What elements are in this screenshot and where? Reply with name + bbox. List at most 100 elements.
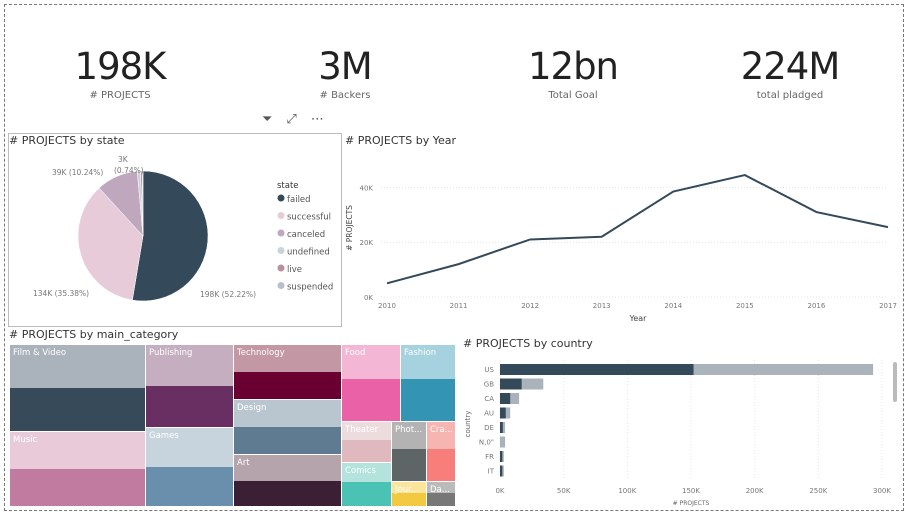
tile-label: Fashion [404, 348, 437, 358]
data-label: 198K (52.22%) [200, 290, 256, 299]
kpi-card: 198K # PROJECTS [20, 45, 220, 101]
treemap-title: # PROJECTS by main_category [9, 328, 179, 341]
x-tick: 300K [873, 487, 891, 495]
y-tick: 20K [360, 239, 374, 247]
tile-label: Music [13, 435, 38, 445]
tile-label: Theater [345, 425, 379, 435]
y-tick: 0K [364, 294, 373, 302]
y-tick: CA [484, 395, 494, 403]
y-tick: FR [485, 453, 494, 461]
kpi-value: 3M [318, 45, 372, 88]
legend-title: state [277, 181, 299, 191]
legend-item-live: live [287, 265, 302, 275]
treemap-tile[interactable]: Technology [234, 345, 342, 400]
treemap-tile[interactable]: Music [10, 432, 146, 507]
pie-chart: failed successful canceled undefined live sus… [33, 155, 333, 302]
treemap-tile[interactable]: Food [342, 345, 401, 422]
x-axis-label: Year [629, 314, 648, 323]
treemap-tile[interactable]: Fashion [401, 345, 456, 422]
treemap-tile[interactable]: Phot... [392, 422, 427, 482]
tile-label: Food [345, 348, 366, 358]
legend-marker [277, 229, 285, 237]
legend-marker [277, 282, 285, 289]
bar-segment [500, 393, 511, 404]
kpi-value: 224M [740, 45, 841, 88]
x-tick: 2016 [808, 302, 826, 310]
tile-label: Da... [430, 485, 450, 495]
data-label-value: 3K [118, 155, 129, 164]
pie-slice-suspended [141, 170, 144, 237]
kpi-card: 12bn Total Goal [473, 45, 673, 101]
treemap-tile[interactable]: Da... [427, 482, 456, 507]
tile-label: Publishing [149, 348, 193, 358]
treemap-tile[interactable]: Art [234, 455, 342, 507]
kpi-value: 12bn [527, 45, 619, 88]
pie-visual[interactable] [8, 133, 342, 327]
bar-segment [500, 378, 522, 390]
x-tick: 50K [557, 487, 571, 495]
y-tick: N,0" [479, 439, 494, 447]
y-tick: DE [484, 424, 494, 432]
bar-title: # PROJECTS by country [463, 337, 593, 350]
kpi-value: 198K [74, 45, 167, 88]
treemap-tile[interactable]: Comics [342, 463, 392, 507]
pie-slice-successful [77, 187, 144, 301]
legend-marker [277, 264, 285, 272]
treemap-tile[interactable]: Jour... [392, 482, 427, 507]
pie-slice-failed [132, 170, 209, 302]
legend-item-failed: failed [287, 195, 311, 205]
x-tick: 2015 [736, 302, 754, 310]
kpi-label: total pladged [756, 90, 824, 101]
focus-mode-icon[interactable]: ⤢ [286, 112, 297, 127]
line-series [386, 174, 889, 285]
tile-label: Film & Video [13, 348, 67, 358]
visual-header: ⏷ ⤢ ⋯ [262, 112, 324, 127]
bar-segment [500, 422, 503, 433]
x-tick: 2013 [593, 302, 611, 310]
treemap-tile[interactable]: Games [146, 428, 234, 507]
bar-segment [500, 407, 506, 419]
y-tick: US [484, 366, 494, 374]
tile-label: Comics [345, 466, 376, 476]
tile-label: Cra... [430, 425, 453, 435]
bar-segment [500, 364, 694, 375]
x-tick: 2017 [879, 302, 897, 310]
treemap-tile[interactable]: Cra... [427, 422, 456, 482]
legend-item-canceled: canceled [287, 230, 325, 240]
y-axis-label: country [464, 411, 472, 438]
legend-item-successful: successful [287, 213, 331, 223]
treemap-tile[interactable]: Film & Video [10, 345, 146, 432]
bar-total [500, 436, 506, 448]
data-label: 39K (10.24%) [52, 168, 103, 177]
tile-label: Phot... [395, 425, 423, 435]
treemap-tile[interactable]: Publishing [146, 345, 234, 428]
tile-label: Games [149, 431, 179, 441]
x-tick: 0K [495, 487, 504, 495]
y-tick: GB [484, 381, 494, 389]
tile-label: Design [237, 403, 267, 413]
kpi-label: # PROJECTS [89, 90, 151, 101]
treemap-tile[interactable]: Theater [342, 422, 392, 463]
bar-segment [500, 465, 503, 477]
treemap-tile[interactable]: Design [234, 400, 342, 455]
more-options-icon[interactable]: ⋯ [310, 112, 324, 127]
legend-marker [277, 247, 285, 254]
legend-marker [277, 212, 285, 219]
scrollbar[interactable] [893, 362, 897, 402]
kpi-card: 224M total pladged [690, 45, 890, 101]
x-tick: 2010 [378, 302, 396, 310]
legend-item-undefined: undefined [287, 248, 330, 258]
data-label: 3K (0.74%) [114, 155, 144, 175]
tile-label: Art [237, 458, 250, 468]
data-label: 134K (35.38%) [33, 289, 89, 298]
x-tick: 100K [618, 487, 636, 495]
filter-icon[interactable]: ⏷ [262, 112, 273, 127]
tile-label: Jour... [395, 485, 419, 495]
y-tick: IT [488, 468, 495, 476]
x-tick: 250K [809, 487, 827, 495]
x-axis-label: # PROJECTS [673, 500, 710, 507]
kpi-label: Total Goal [548, 90, 598, 101]
x-tick: 150K [682, 487, 700, 495]
x-tick: 2014 [664, 302, 682, 310]
pie-title: # PROJECTS by state [9, 134, 125, 147]
